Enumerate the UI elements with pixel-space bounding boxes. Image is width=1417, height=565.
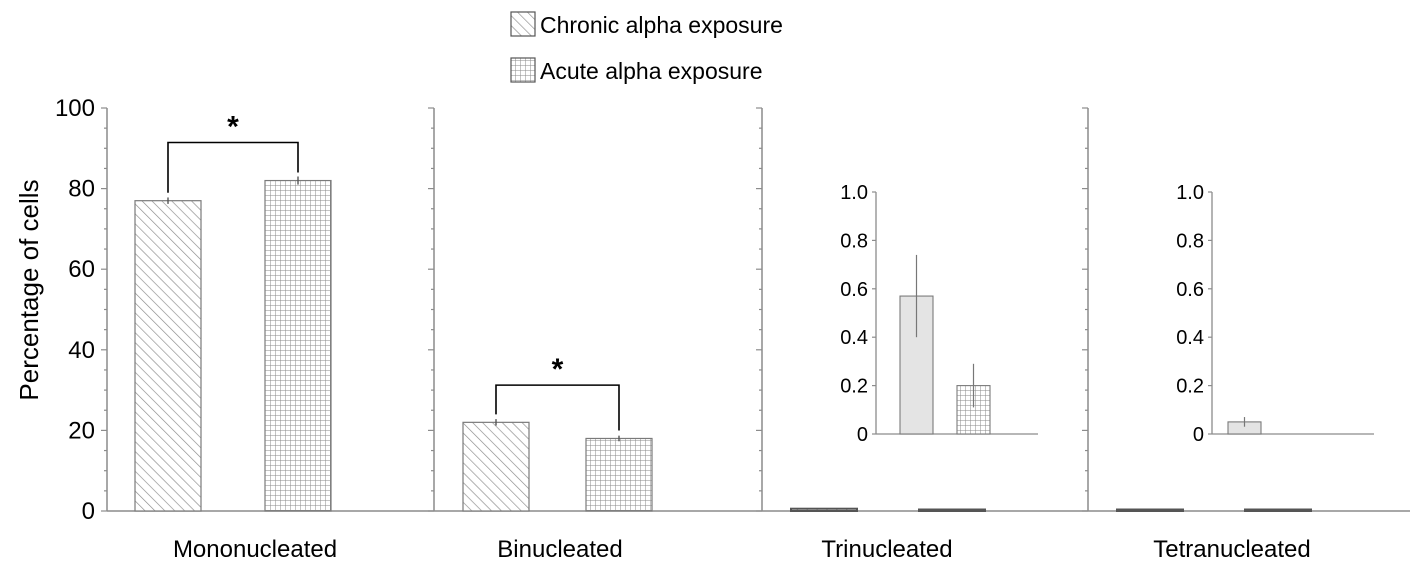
inset-tetranucleated: 0 0.2 0.4 0.6 0.8 1.0 bbox=[1176, 182, 1374, 446]
inset-y-tick-label: 0.2 bbox=[1176, 376, 1204, 398]
y-tick-label: 80 bbox=[68, 176, 95, 203]
insets: 0 0.2 0.4 0.6 0.8 1.0 0 0.2 0.4 0.6 0.8 1.0 bbox=[840, 182, 1374, 446]
legend-label-chronic: Chronic alpha exposure bbox=[540, 12, 783, 38]
bar-mononucleated-chronic bbox=[134, 200, 202, 512]
category-label-trinucleated: Trinucleated bbox=[821, 536, 952, 563]
bars: ** bbox=[134, 111, 1312, 513]
inset-y-tick-label: 0 bbox=[857, 424, 868, 446]
inset-y-tick-label: 0.4 bbox=[840, 327, 868, 349]
legend-entry-chronic: Chronic alpha exposure bbox=[510, 11, 783, 38]
y-axis-label: Percentage of cells bbox=[14, 179, 44, 400]
category-label-binucleated: Binucleated bbox=[497, 536, 622, 563]
legend-swatch-acute bbox=[510, 57, 536, 83]
axes: 0 20 40 60 80 100 Mononucleated Binucleated Trin… bbox=[55, 95, 1410, 563]
inset-y-tick-label: 0.8 bbox=[840, 230, 868, 252]
legend-swatch-chronic bbox=[510, 11, 536, 37]
significance-marker-mononucleated: * bbox=[227, 111, 239, 144]
legend-label-acute: Acute alpha exposure bbox=[540, 58, 763, 84]
inset-y-tick-label: 0.6 bbox=[1176, 279, 1204, 301]
legend-entry-acute: Acute alpha exposure bbox=[510, 57, 763, 84]
legend: Chronic alpha exposure Acute alpha expos… bbox=[510, 11, 783, 84]
y-tick-label: 100 bbox=[55, 95, 95, 122]
bar-trinucleated-chronic bbox=[790, 507, 858, 513]
y-tick-label: 0 bbox=[82, 498, 95, 525]
y-tick-label: 40 bbox=[68, 337, 95, 364]
bar-binucleated-chronic bbox=[462, 421, 530, 512]
inset-y-tick-label: 0 bbox=[1193, 424, 1204, 446]
bar-trinucleated-acute bbox=[918, 508, 986, 512]
inset-y-tick-label: 1.0 bbox=[1176, 182, 1204, 204]
inset-y-tick-label: 0.2 bbox=[840, 376, 868, 398]
inset-y-tick-label: 0.4 bbox=[1176, 327, 1204, 349]
bar-mononucleated-acute bbox=[264, 179, 332, 512]
y-tick-label: 20 bbox=[68, 417, 95, 444]
significance-marker-binucleated: * bbox=[552, 353, 564, 386]
inset-y-tick-label: 0.6 bbox=[840, 279, 868, 301]
inset-trinucleated: 0 0.2 0.4 0.6 0.8 1.0 bbox=[840, 182, 1038, 446]
bar-tetranucleated-acute bbox=[1244, 508, 1312, 512]
y-tick-label: 60 bbox=[68, 256, 95, 283]
bar-binucleated-acute bbox=[585, 437, 653, 512]
bar-tetranucleated-chronic bbox=[1116, 508, 1184, 512]
category-label-mononucleated: Mononucleated bbox=[173, 536, 337, 563]
inset-y-tick-label: 1.0 bbox=[840, 182, 868, 204]
inset-y-tick-label: 0.8 bbox=[1176, 230, 1204, 252]
significance-bracket-mononucleated bbox=[167, 141, 299, 193]
category-label-tetranucleated: Tetranucleated bbox=[1153, 536, 1310, 563]
significance-bracket-binucleated bbox=[495, 384, 620, 431]
